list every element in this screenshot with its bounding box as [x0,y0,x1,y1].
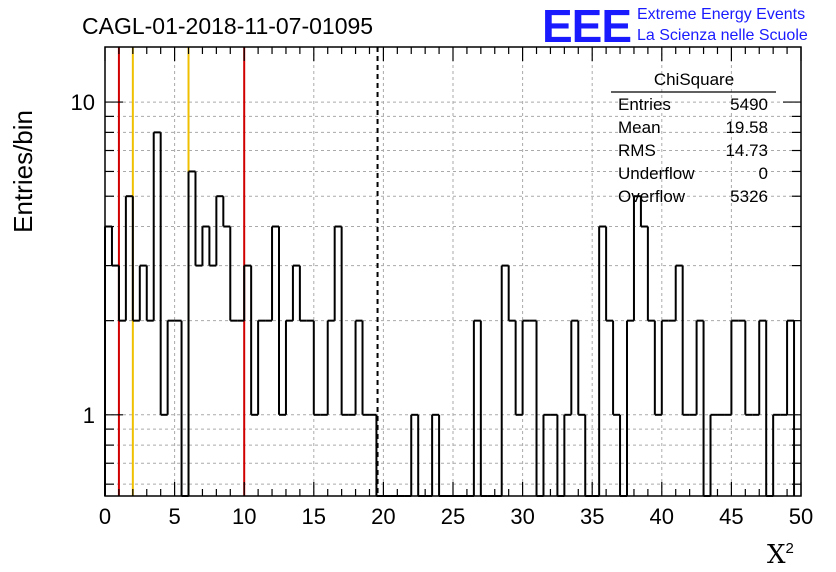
y-tick-label: 10 [71,90,95,115]
stats-row-value: 5326 [730,187,768,206]
stats-box: ChiSquare Entries 5490 Mean 19.58 RMS 14.73 Un… [611,70,776,206]
x-tick-label: 15 [302,504,326,529]
x-tick-label: 30 [510,504,534,529]
stats-row-value: 19.58 [725,118,768,137]
stats-row-label: Entries [618,95,671,114]
stats-row-value: 0 [759,164,768,183]
stats-row-label: Underflow [618,164,695,183]
stats-title: ChiSquare [654,70,734,89]
stats-row-value: 14.73 [725,141,768,160]
grid-lines [105,47,801,496]
stats-rows: Entries 5490 Mean 19.58 RMS 14.73 Underflow 0 Ov… [618,95,768,206]
x-tick-label: 20 [371,504,395,529]
stats-row-label: Mean [618,118,661,137]
x-tick-label: 0 [99,504,111,529]
x-tick-label: 5 [168,504,180,529]
chart-title: CAGL-01-2018-11-07-01095 [82,13,373,39]
logo-line2: La Scienza nelle Scuole [637,27,808,44]
y-axis-label: Entries/bin [8,110,38,233]
stats-row-label: RMS [618,141,656,160]
x-tick-label: 50 [789,504,813,529]
x-tick-label: 10 [232,504,256,529]
logo-mark: EEE [542,0,631,52]
x-tick-label: 40 [650,504,674,529]
axis-ticks: 0 5 10 15 20 25 30 35 40 45 50 1 10 [71,47,813,529]
y-tick-label: 1 [83,403,95,428]
reference-lines [117,47,379,496]
x-tick-label: 35 [580,504,604,529]
x-axis-label-base: X [767,540,786,570]
x-axis-label: X2 [767,540,794,570]
x-tick-label: 25 [441,504,465,529]
eee-logo: EEE Extreme Energy Events La Scienza nel… [542,0,808,52]
x-tick-label: 45 [719,504,743,529]
x-axis-label-sup: 2 [786,540,794,557]
stats-row-label: Overflow [618,187,686,206]
logo-line1: Extreme Energy Events [637,6,805,23]
stats-row-value: 5490 [730,95,768,114]
histogram-bars [104,131,796,497]
